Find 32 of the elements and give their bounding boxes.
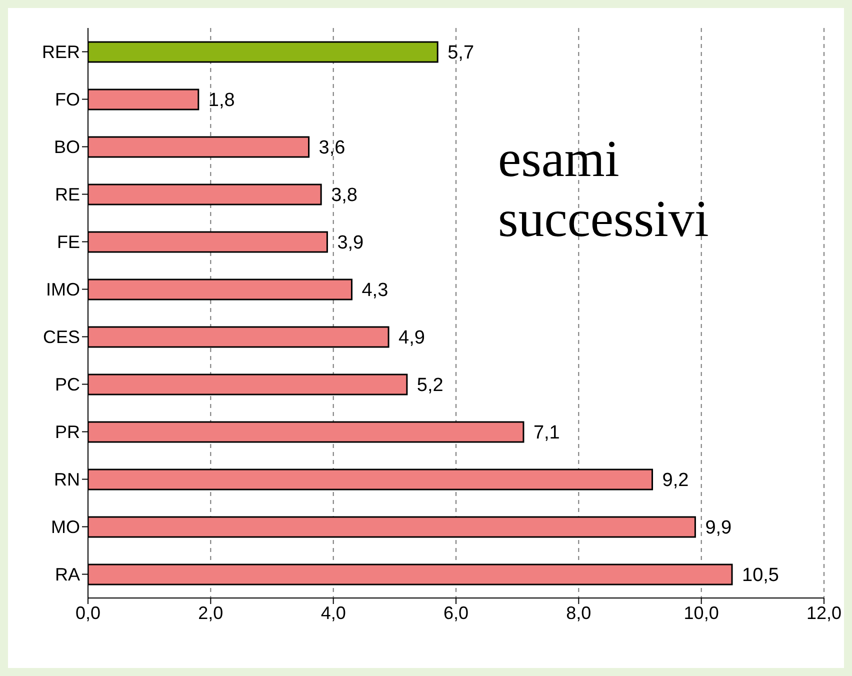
y-tick-label: BO [54, 137, 80, 158]
data-label: 5,7 [448, 42, 474, 64]
y-tick-label: CES [42, 327, 80, 348]
x-tick-label: 0,0 [75, 602, 101, 623]
data-label: 5,2 [416, 375, 444, 396]
x-tick-label: 12,0 [806, 602, 842, 623]
data-label: 7,1 [533, 422, 560, 444]
y-tick-label: FO [55, 90, 80, 110]
x-tick-label: 4,0 [320, 602, 346, 623]
data-label: 3,9 [337, 232, 364, 254]
data-label: 3,6 [318, 138, 346, 159]
data-label: 4,9 [398, 328, 425, 349]
data-label: 9,2 [662, 470, 689, 492]
y-tick-label: RE [54, 184, 80, 205]
data-label: 3,8 [331, 185, 358, 206]
y-tick-label: PR [54, 422, 80, 442]
x-tick-label: 8,0 [566, 602, 592, 623]
data-label: 1,8 [208, 90, 235, 112]
y-tick-label: RER [42, 42, 80, 62]
y-tick-label: RN [54, 470, 80, 490]
annotation: esami successivi [498, 130, 710, 250]
y-tick-label: MO [51, 517, 80, 538]
y-tick-label: FE [56, 232, 80, 252]
data-label: 9,9 [705, 518, 732, 539]
x-tick-label: 10,0 [684, 602, 719, 623]
x-tick-label: 2,0 [198, 602, 224, 623]
data-label: 4,3 [362, 280, 388, 302]
y-tick-label: RA [54, 564, 80, 585]
y-tick-label: IMO [46, 280, 80, 300]
y-tick-label: PC [54, 374, 80, 395]
data-label: 10,5 [742, 565, 779, 586]
x-tick-label: 6,0 [443, 602, 469, 623]
